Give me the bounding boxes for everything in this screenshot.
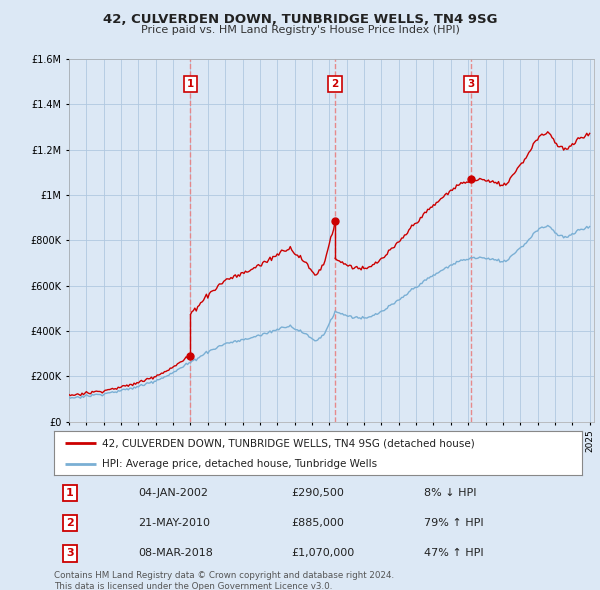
Text: 3: 3 xyxy=(467,79,475,89)
Text: 04-JAN-2002: 04-JAN-2002 xyxy=(139,489,208,498)
Text: 2: 2 xyxy=(66,519,74,528)
Text: 1: 1 xyxy=(187,79,194,89)
Text: 21-MAY-2010: 21-MAY-2010 xyxy=(139,519,211,528)
Text: 79% ↑ HPI: 79% ↑ HPI xyxy=(424,519,483,528)
Text: 1: 1 xyxy=(66,489,74,498)
Text: Contains HM Land Registry data © Crown copyright and database right 2024.
This d: Contains HM Land Registry data © Crown c… xyxy=(54,571,394,590)
Text: HPI: Average price, detached house, Tunbridge Wells: HPI: Average price, detached house, Tunb… xyxy=(101,459,377,469)
Text: 42, CULVERDEN DOWN, TUNBRIDGE WELLS, TN4 9SG: 42, CULVERDEN DOWN, TUNBRIDGE WELLS, TN4… xyxy=(103,13,497,26)
Text: 2: 2 xyxy=(331,79,339,89)
Text: Price paid vs. HM Land Registry's House Price Index (HPI): Price paid vs. HM Land Registry's House … xyxy=(140,25,460,35)
Text: £885,000: £885,000 xyxy=(292,519,344,528)
Text: £290,500: £290,500 xyxy=(292,489,344,498)
Text: 42, CULVERDEN DOWN, TUNBRIDGE WELLS, TN4 9SG (detached house): 42, CULVERDEN DOWN, TUNBRIDGE WELLS, TN4… xyxy=(101,438,474,448)
Text: 8% ↓ HPI: 8% ↓ HPI xyxy=(424,489,476,498)
Text: 3: 3 xyxy=(66,549,74,558)
Text: 47% ↑ HPI: 47% ↑ HPI xyxy=(424,549,483,558)
Text: 08-MAR-2018: 08-MAR-2018 xyxy=(139,549,214,558)
Text: £1,070,000: £1,070,000 xyxy=(292,549,355,558)
